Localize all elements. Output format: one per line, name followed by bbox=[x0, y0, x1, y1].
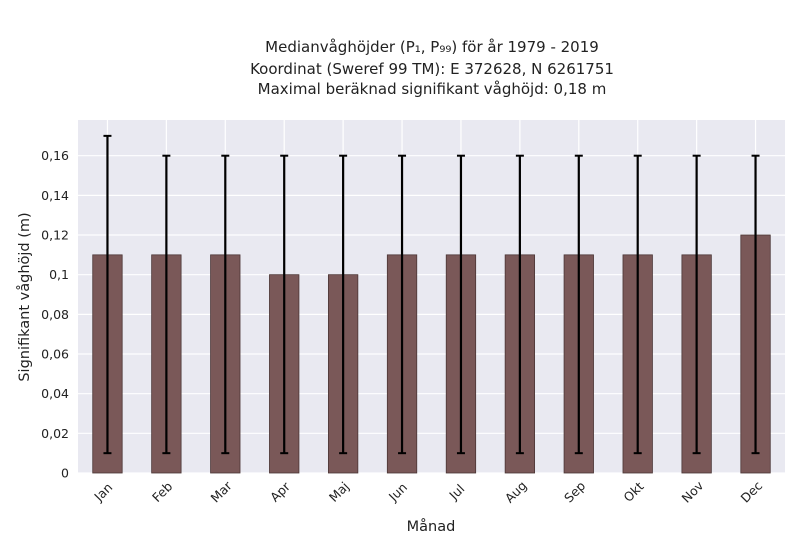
x-tick-label: Jul bbox=[445, 481, 467, 503]
y-axis-ticks: 0 0,02 0,04 0,06 0,08 0,1 0,12 0,14 0,16 bbox=[41, 148, 69, 480]
x-axis-ticks: Jan Feb Mar Apr Maj Jun Jul Aug Sep Okt Nov Dec bbox=[90, 477, 765, 505]
plot-area bbox=[78, 120, 785, 473]
x-axis-title: Månad bbox=[407, 518, 456, 535]
error-bars bbox=[103, 134, 760, 455]
error-bar-jun bbox=[398, 154, 407, 455]
y-tick-label: 0,04 bbox=[41, 386, 69, 401]
error-bar-okt bbox=[633, 154, 642, 455]
x-tick-label: Jun bbox=[385, 480, 410, 505]
error-bar-maj bbox=[339, 154, 348, 455]
x-tick-label: Aug bbox=[502, 478, 530, 506]
error-bar-dec bbox=[751, 154, 760, 455]
x-tick-label: Apr bbox=[267, 478, 294, 505]
error-bar-aug bbox=[515, 154, 524, 455]
error-bar-jan bbox=[103, 134, 112, 455]
x-tick-label: Maj bbox=[326, 479, 352, 505]
error-bar-feb bbox=[162, 154, 171, 455]
error-bar-mar bbox=[221, 154, 230, 455]
error-bar-sep bbox=[574, 154, 583, 455]
chart-title-line-2: Koordinat (Sweref 99 TM): E 372628, N 62… bbox=[250, 60, 614, 78]
y-tick-label: 0,14 bbox=[41, 188, 69, 203]
y-tick-label: 0,06 bbox=[41, 347, 69, 362]
x-tick-label: Sep bbox=[561, 478, 588, 505]
y-tick-label: 0,02 bbox=[41, 426, 69, 441]
x-tick-label: Dec bbox=[737, 478, 765, 506]
y-axis-title: Signifikant våghöjd (m) bbox=[16, 212, 33, 381]
chart-title-line-3: Maximal beräknad signifikant våghöjd: 0,… bbox=[258, 80, 607, 98]
y-tick-label: 0,12 bbox=[41, 228, 69, 243]
y-tick-label: 0,16 bbox=[41, 148, 69, 163]
chart-title: Medianvåghöjder (P₁, P₉₉) för år 1979 - … bbox=[250, 38, 614, 98]
y-tick-label: 0,1 bbox=[49, 267, 69, 282]
y-tick-label: 0 bbox=[61, 466, 69, 481]
error-bar-apr bbox=[280, 154, 289, 455]
chart-title-line-1: Medianvåghöjder (P₁, P₉₉) för år 1979 - … bbox=[265, 38, 599, 56]
x-tick-label: Feb bbox=[149, 479, 175, 505]
x-tick-label: Jan bbox=[90, 480, 115, 505]
error-bar-jul bbox=[456, 154, 465, 455]
y-tick-label: 0,08 bbox=[41, 307, 69, 322]
x-tick-label: Nov bbox=[679, 477, 707, 505]
x-tick-label: Mar bbox=[207, 478, 235, 506]
error-bar-nov bbox=[692, 154, 701, 455]
x-tick-label: Okt bbox=[620, 479, 646, 505]
